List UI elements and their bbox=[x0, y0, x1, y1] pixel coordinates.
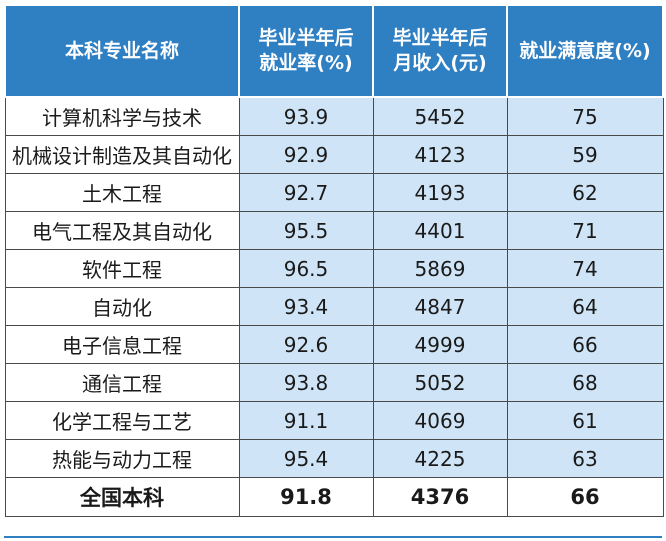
satisfaction-cell: 61 bbox=[506, 401, 664, 440]
monthly-income-cell: 4193 bbox=[372, 173, 508, 212]
table-row: 热能与动力工程 95.4 4225 63 bbox=[4, 439, 664, 478]
header-monthly-income-line2: 月收入(元) bbox=[393, 52, 487, 74]
satisfaction-cell: 62 bbox=[506, 173, 664, 212]
employment-table-container: 本科专业名称 毕业半年后 就业率(%) 毕业半年后 月收入(元) 就业满意度(%… bbox=[4, 4, 664, 538]
header-major-name: 本科专业名称 bbox=[4, 4, 240, 98]
monthly-income-cell: 4401 bbox=[372, 211, 508, 250]
satisfaction-cell: 64 bbox=[506, 287, 664, 326]
employment-rate-cell: 95.5 bbox=[238, 211, 374, 250]
table-row: 计算机科学与技术 93.9 5452 75 bbox=[4, 96, 664, 136]
satisfaction-cell: 71 bbox=[506, 211, 664, 250]
satisfaction-cell: 59 bbox=[506, 135, 664, 174]
table-row: 自动化 93.4 4847 64 bbox=[4, 287, 664, 326]
header-monthly-income-line1: 毕业半年后 bbox=[392, 27, 488, 49]
employment-rate-cell: 92.7 bbox=[238, 173, 374, 212]
table-row: 电子信息工程 92.6 4999 66 bbox=[4, 325, 664, 364]
monthly-income-cell: 5452 bbox=[372, 96, 508, 136]
employment-rate-cell: 96.5 bbox=[238, 249, 374, 288]
satisfaction-cell: 66 bbox=[506, 325, 664, 364]
table-row: 土木工程 92.7 4193 62 bbox=[4, 173, 664, 212]
major-name-cell: 土木工程 bbox=[4, 173, 240, 212]
employment-rate-cell: 91.8 bbox=[238, 477, 374, 517]
major-name-cell: 热能与动力工程 bbox=[4, 439, 240, 478]
employment-rate-cell: 93.4 bbox=[238, 287, 374, 326]
table-row: 软件工程 96.5 5869 74 bbox=[4, 249, 664, 288]
table-body: 计算机科学与技术 93.9 5452 75 机械设计制造及其自动化 92.9 4123 59 土… bbox=[4, 96, 664, 517]
major-name-cell: 全国本科 bbox=[4, 477, 240, 517]
monthly-income-cell: 4069 bbox=[372, 401, 508, 440]
employment-rate-cell: 91.1 bbox=[238, 401, 374, 440]
employment-rate-cell: 92.9 bbox=[238, 135, 374, 174]
monthly-income-cell: 4999 bbox=[372, 325, 508, 364]
major-name-cell: 机械设计制造及其自动化 bbox=[4, 135, 240, 174]
header-employment-rate-line2: 就业率(%) bbox=[259, 52, 353, 74]
employment-rate-cell: 93.9 bbox=[238, 96, 374, 136]
major-name-cell: 化学工程与工艺 bbox=[4, 401, 240, 440]
major-name-cell: 电气工程及其自动化 bbox=[4, 211, 240, 250]
header-employment-rate: 毕业半年后 就业率(%) bbox=[238, 4, 374, 98]
satisfaction-cell: 66 bbox=[506, 477, 664, 517]
employment-rate-cell: 93.8 bbox=[238, 363, 374, 402]
monthly-income-cell: 5052 bbox=[372, 363, 508, 402]
table-row: 通信工程 93.8 5052 68 bbox=[4, 363, 664, 402]
satisfaction-cell: 74 bbox=[506, 249, 664, 288]
header-satisfaction: 就业满意度(%) bbox=[506, 4, 664, 98]
major-name-cell: 电子信息工程 bbox=[4, 325, 240, 364]
satisfaction-cell: 68 bbox=[506, 363, 664, 402]
employment-table: 本科专业名称 毕业半年后 就业率(%) 毕业半年后 月收入(元) 就业满意度(%… bbox=[4, 4, 664, 517]
table-row-total: 全国本科 91.8 4376 66 bbox=[4, 477, 664, 517]
table-header-row: 本科专业名称 毕业半年后 就业率(%) 毕业半年后 月收入(元) 就业满意度(%… bbox=[4, 4, 664, 98]
major-name-cell: 软件工程 bbox=[4, 249, 240, 288]
table-row: 机械设计制造及其自动化 92.9 4123 59 bbox=[4, 135, 664, 174]
employment-rate-cell: 92.6 bbox=[238, 325, 374, 364]
monthly-income-cell: 4376 bbox=[372, 477, 508, 517]
table-row: 电气工程及其自动化 95.5 4401 71 bbox=[4, 211, 664, 250]
monthly-income-cell: 4847 bbox=[372, 287, 508, 326]
satisfaction-cell: 75 bbox=[506, 96, 664, 136]
table-bottom-rule bbox=[4, 536, 662, 538]
major-name-cell: 计算机科学与技术 bbox=[4, 96, 240, 136]
satisfaction-cell: 63 bbox=[506, 439, 664, 478]
major-name-cell: 自动化 bbox=[4, 287, 240, 326]
monthly-income-cell: 5869 bbox=[372, 249, 508, 288]
monthly-income-cell: 4225 bbox=[372, 439, 508, 478]
header-monthly-income: 毕业半年后 月收入(元) bbox=[372, 4, 508, 98]
monthly-income-cell: 4123 bbox=[372, 135, 508, 174]
employment-rate-cell: 95.4 bbox=[238, 439, 374, 478]
table-row: 化学工程与工艺 91.1 4069 61 bbox=[4, 401, 664, 440]
header-employment-rate-line1: 毕业半年后 bbox=[258, 27, 354, 49]
major-name-cell: 通信工程 bbox=[4, 363, 240, 402]
